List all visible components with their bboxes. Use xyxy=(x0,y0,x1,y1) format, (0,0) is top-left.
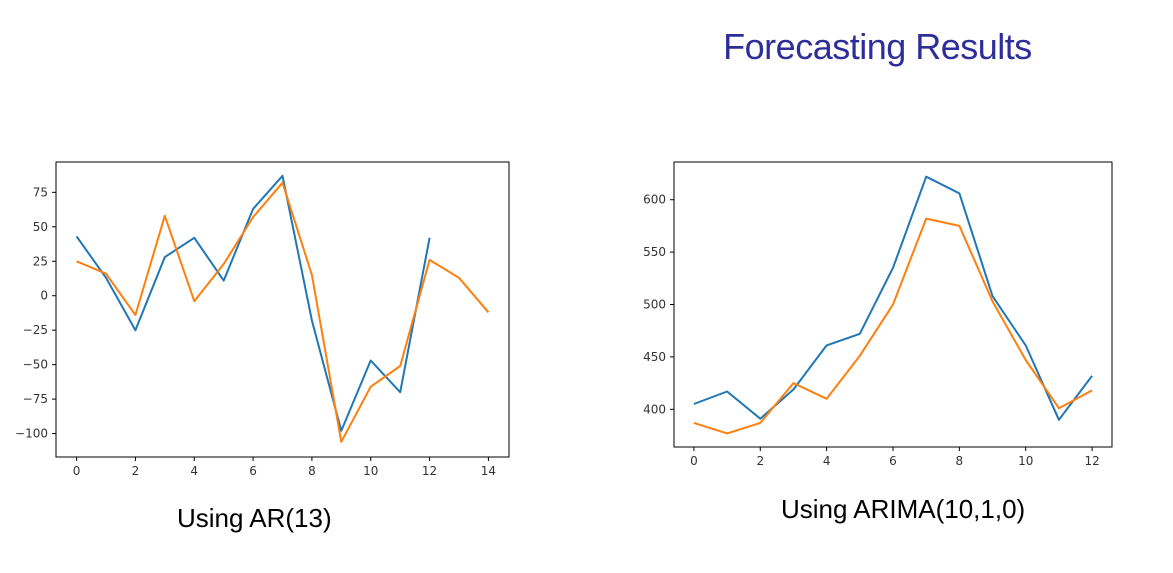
x-tick-label: 12 xyxy=(422,464,437,478)
y-tick-label: −100 xyxy=(15,427,48,441)
series-line-1 xyxy=(693,175,1093,421)
y-tick-label: 450 xyxy=(643,350,666,364)
y-tick-label: 400 xyxy=(643,402,666,416)
x-tick-label: 8 xyxy=(956,454,964,468)
series-line-1 xyxy=(75,174,431,432)
plot-frame xyxy=(55,161,510,458)
x-tick-label: 6 xyxy=(889,454,897,468)
ar-chart-caption: Using AR(13) xyxy=(177,503,332,533)
y-tick-label: 600 xyxy=(643,193,666,207)
x-tick-label: 14 xyxy=(481,464,496,478)
x-tick-label: 2 xyxy=(756,454,764,468)
x-tick-label: 6 xyxy=(249,464,257,478)
x-tick-label: 10 xyxy=(1018,454,1033,468)
y-tick-label: 550 xyxy=(643,245,666,259)
ar-chart: 0 2 4 6 8 10 12 14 75 50 25 0 −25 −50 −75 −100 xyxy=(15,161,510,478)
arima-chart: 0 2 4 6 8 10 12 600 550 500 450 400 xyxy=(643,161,1113,468)
y-tick-label: −75 xyxy=(23,392,48,406)
x-tick-label: 0 xyxy=(690,454,698,468)
y-tick-label: −50 xyxy=(23,358,48,372)
y-tick-label: 0 xyxy=(40,289,48,303)
x-tick-label: 10 xyxy=(363,464,378,478)
x-tick-label: 0 xyxy=(73,464,81,478)
series-line-2 xyxy=(693,217,1093,435)
x-tick-label: 4 xyxy=(823,454,831,468)
y-tick-label: 50 xyxy=(33,220,48,234)
y-tick-label: 500 xyxy=(643,298,666,312)
x-tick-label: 4 xyxy=(190,464,198,478)
x-tick-label: 8 xyxy=(308,464,316,478)
y-tick-label: −25 xyxy=(23,323,48,337)
series-line-2 xyxy=(76,181,490,443)
y-tick-label: 25 xyxy=(33,254,48,268)
x-tick-label: 2 xyxy=(132,464,140,478)
slide-title: Forecasting Results xyxy=(723,26,1032,67)
arima-chart-caption: Using ARIMA(10,1,0) xyxy=(781,494,1026,524)
x-tick-label: 12 xyxy=(1084,454,1099,468)
y-tick-label: 75 xyxy=(33,185,48,199)
